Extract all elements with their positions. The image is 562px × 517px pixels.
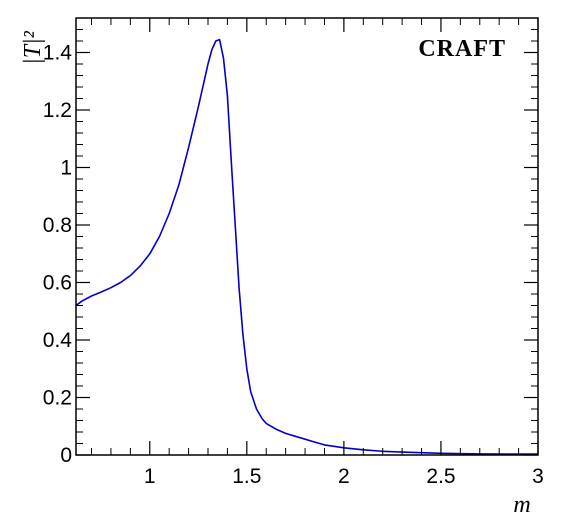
tick-labels: 1 1.5 2 2.5 3 0 0.2 0.4 0.6 0.8 1 1.2 1.4 (43, 42, 544, 489)
x-tick-label: 1 (144, 465, 156, 488)
craft-annotation: CRAFT (418, 36, 506, 62)
y-tick-label: 0.2 (43, 387, 72, 410)
series-line (75, 38, 539, 455)
plot-area (75, 38, 539, 455)
y-tick-label: 1.4 (43, 42, 73, 65)
y-tick-label: 1.2 (43, 99, 72, 122)
y-tick-label: 1 (60, 157, 72, 180)
x-tick-label: 2.5 (426, 465, 455, 488)
plot-frame (75, 17, 539, 456)
y-tick-label: 0.6 (43, 272, 72, 295)
x-tick-label: 1.5 (232, 465, 261, 488)
y-tick-label: 0 (60, 444, 72, 467)
x-tick-label: 3 (532, 465, 544, 488)
y-tick-label: 0.8 (43, 214, 72, 237)
x-axis-title: m (513, 492, 530, 517)
y-tick-label: 0.4 (43, 329, 73, 352)
axis-ticks (76, 17, 539, 456)
x-tick-label: 2 (338, 465, 350, 488)
y-axis-title: |T|² (20, 30, 46, 65)
